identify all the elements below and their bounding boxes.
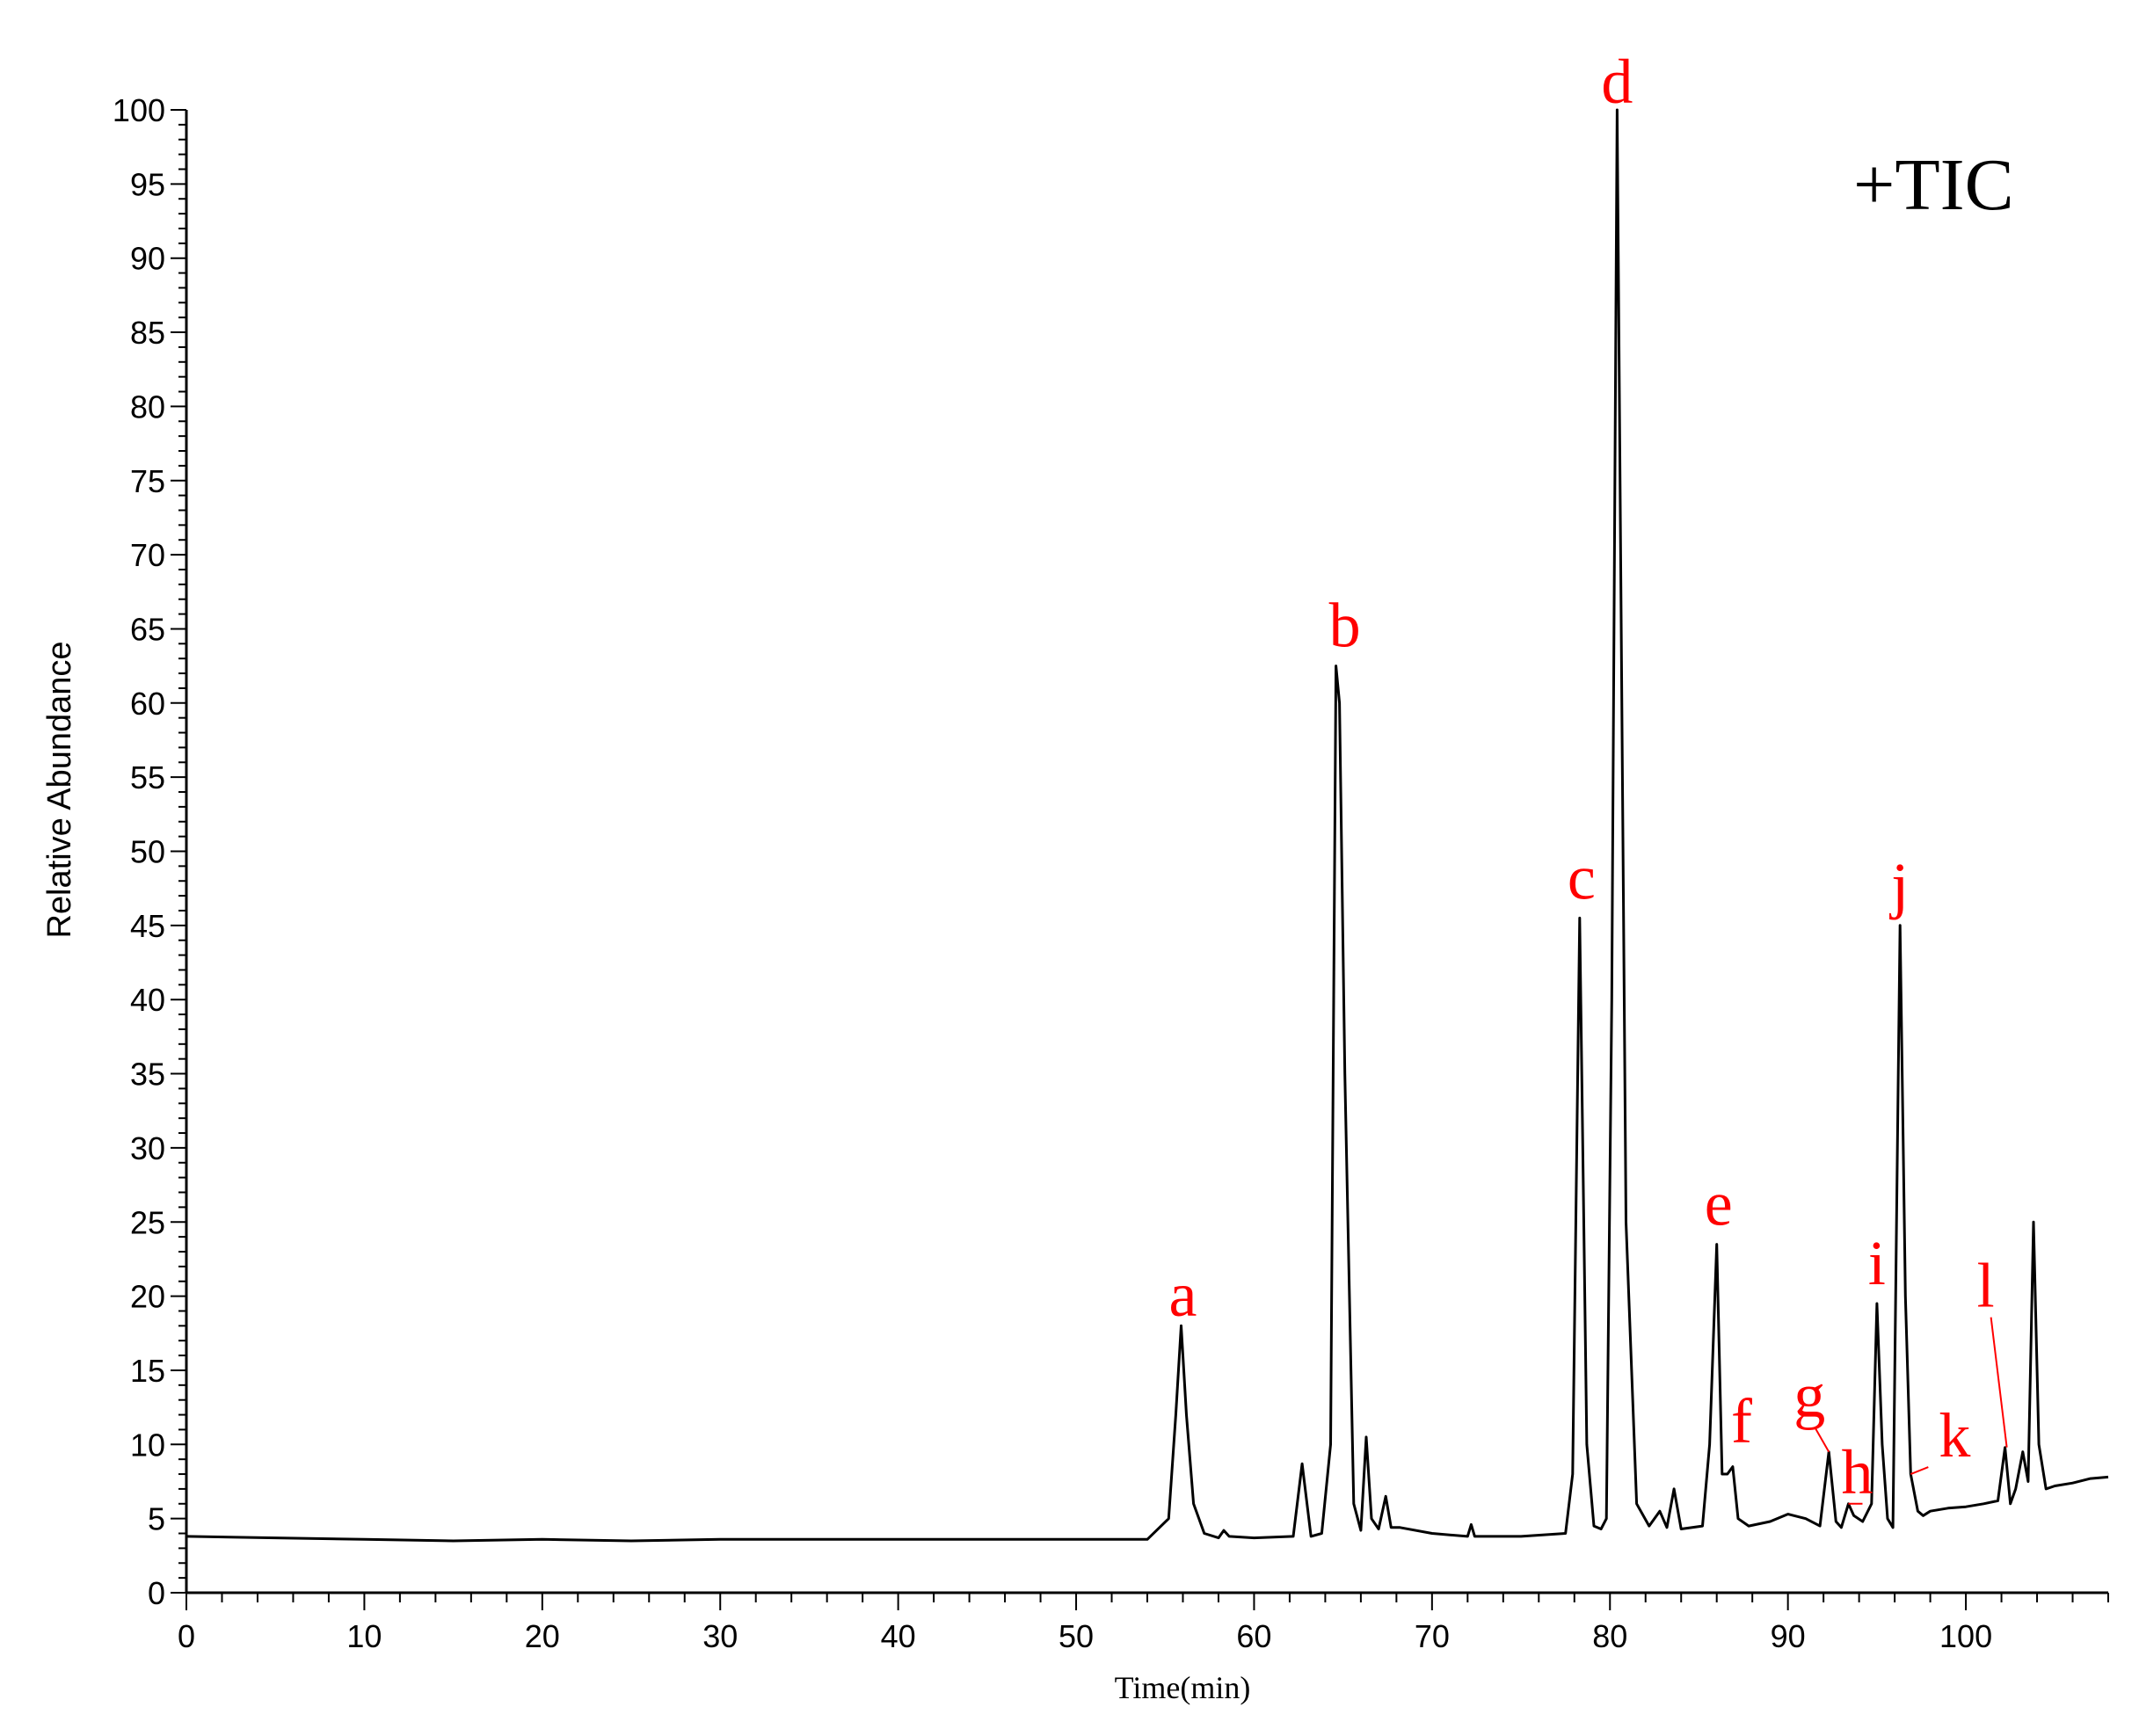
y-tick-label: 60 — [130, 686, 165, 722]
x-tick-label: 60 — [1236, 1618, 1271, 1654]
x-tick-label: 40 — [881, 1618, 916, 1654]
y-tick-label: 55 — [130, 759, 165, 795]
peak-label-a: a — [1168, 1260, 1197, 1330]
axes: 0 10 20 30 40 50 60 70 80 90 100 0 5 10 15 20 25 30 35 40 4… — [113, 92, 2109, 1654]
x-tick-label: 30 — [702, 1618, 738, 1654]
y-tick-label: 80 — [130, 389, 165, 425]
plot-area — [186, 108, 2109, 1543]
y-tick-label: 95 — [130, 166, 165, 202]
y-tick-label: 75 — [130, 463, 165, 499]
x-tick-label: 80 — [1592, 1618, 1627, 1654]
y-tick-label: 50 — [130, 834, 165, 870]
y-tick-label: 65 — [130, 611, 165, 647]
y-tick-label: 35 — [130, 1057, 165, 1093]
y-tick-label: 10 — [130, 1427, 165, 1463]
x-tick-label: 100 — [1939, 1618, 1992, 1654]
x-tick-label: 10 — [346, 1618, 382, 1654]
y-tick-label: 85 — [130, 315, 165, 351]
x-axis-ticks: 0 10 20 30 40 50 60 70 80 90 100 — [178, 1593, 2109, 1654]
y-tick-label: 30 — [130, 1130, 165, 1166]
y-tick-label: 0 — [148, 1575, 165, 1611]
y-axis-title: Relative Abundance — [41, 641, 78, 938]
y-tick-label: 100 — [113, 92, 165, 128]
y-tick-label: 20 — [130, 1279, 165, 1315]
peak-label-j: j — [1888, 850, 1909, 920]
x-axis-title: Time(min) — [1115, 1670, 1251, 1705]
x-tick-label: 90 — [1771, 1618, 1806, 1654]
y-tick-label: 5 — [148, 1501, 165, 1537]
tic-annotation: +TIC — [1853, 144, 2014, 226]
peak-leader-line — [1910, 1466, 1929, 1475]
peak-label-i: i — [1868, 1228, 1886, 1298]
peak-label-e: e — [1705, 1169, 1733, 1239]
peak-label-h: h — [1841, 1437, 1873, 1507]
x-tick-label: 0 — [178, 1618, 195, 1654]
y-tick-label: 45 — [130, 908, 165, 944]
peak-leader-line — [1990, 1317, 2008, 1448]
x-tick-label: 20 — [525, 1618, 560, 1654]
peak-label-c: c — [1568, 842, 1596, 912]
peak-leader-line — [1814, 1427, 1830, 1453]
x-tick-label: 70 — [1415, 1618, 1450, 1654]
y-tick-label: 25 — [130, 1204, 165, 1240]
peak-label-l: l — [1977, 1251, 1995, 1321]
peak-label-f: f — [1731, 1386, 1752, 1456]
peak-label-g: g — [1793, 1361, 1825, 1431]
y-axis-ticks: 0 5 10 15 20 25 30 35 40 45 50 55 60 65 70 75 80 85 90 95 10… — [113, 92, 186, 1611]
x-tick-label: 50 — [1059, 1618, 1094, 1654]
y-tick-label: 70 — [130, 537, 165, 573]
peak-label-d: d — [1601, 47, 1633, 117]
y-tick-label: 90 — [130, 241, 165, 277]
y-tick-label: 40 — [130, 982, 165, 1018]
peak-label-k: k — [1939, 1400, 1970, 1471]
y-tick-label: 15 — [130, 1353, 165, 1389]
tic-trace-line — [186, 108, 2109, 1543]
peak-label-b: b — [1329, 591, 1361, 661]
peak-labels: a b c d e f gh i j k l — [1168, 47, 2008, 1507]
